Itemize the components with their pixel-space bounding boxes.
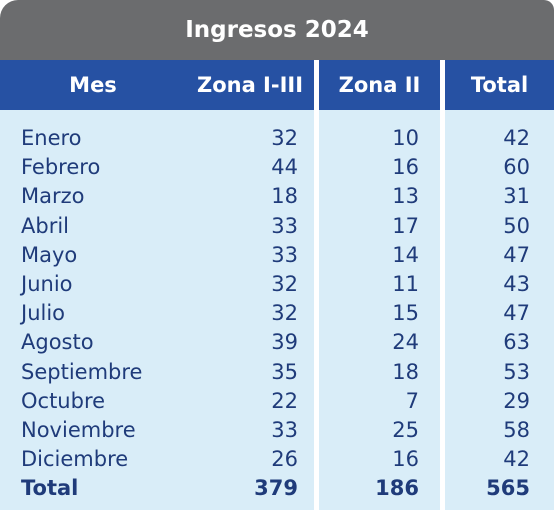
zona-ii-cell: 14	[392, 242, 419, 267]
column-bg-zona-ii	[319, 110, 440, 510]
table-row: Mayo 33 14 47	[0, 241, 554, 270]
table-row: Abril 33 17 50	[0, 212, 554, 241]
zona-ii-cell: 11	[392, 272, 419, 296]
total-cell: 42	[503, 447, 530, 472]
zona-i-iii-cell: 32	[271, 301, 298, 326]
month-cell: Diciembre	[21, 447, 129, 472]
total-cell: 47	[503, 301, 530, 326]
month-cell: Octubre	[21, 388, 106, 413]
month-cell: Abril	[21, 213, 69, 238]
zona-i-iii-cell: 18	[271, 184, 298, 209]
table-row: Diciembre 26 16 42	[0, 445, 554, 474]
table-row: Febrero 44 16 60	[0, 153, 554, 182]
header-mes: Mes	[0, 60, 186, 110]
zona-i-iii-cell: 44	[271, 155, 298, 180]
total-cell: 31	[503, 184, 530, 209]
zona-i-iii-cell: 33	[271, 213, 298, 238]
totals-row: Total 379 186 565	[0, 474, 554, 503]
month-cell: Marzo	[21, 184, 85, 209]
month-cell: Mayo	[21, 242, 78, 267]
month-cell: Febrero	[21, 155, 101, 180]
zona-i-iii-cell: 26	[271, 447, 298, 472]
total-zona-i-iii-cell: 379	[254, 476, 298, 501]
table-row: Octubre 22 7 29	[0, 387, 554, 416]
total-total-cell: 565	[486, 476, 530, 501]
zona-ii-cell: 24	[392, 330, 419, 355]
column-bg-mes	[0, 110, 186, 510]
column-bg-total	[445, 110, 554, 510]
table-row: Noviembre 33 25 58	[0, 416, 554, 445]
table-row: Septiembre 35 18 53	[0, 358, 554, 387]
total-cell: 50	[503, 213, 530, 238]
zona-ii-cell: 17	[392, 213, 419, 238]
total-cell: 42	[503, 126, 530, 150]
zona-i-iii-cell: 32	[271, 126, 298, 150]
zona-ii-cell: 7	[405, 388, 419, 413]
zona-ii-cell: 10	[392, 126, 419, 150]
month-cell: Septiembre	[21, 359, 143, 384]
month-cell: Junio	[21, 272, 73, 296]
total-cell: 29	[503, 388, 530, 413]
total-cell: 53	[503, 359, 530, 384]
column-divider	[314, 60, 319, 515]
header-zona-i-iii: Zona I-III	[186, 60, 314, 110]
table-title: Ingresos 2024	[0, 0, 554, 60]
month-cell: Agosto	[21, 330, 94, 355]
table-row: Marzo 18 13 31	[0, 182, 554, 211]
zona-ii-cell: 13	[392, 184, 419, 209]
column-bg-zona-i-iii	[186, 110, 314, 510]
total-zona-ii-cell: 186	[375, 476, 419, 501]
total-cell: 60	[503, 155, 530, 180]
zona-i-iii-cell: 22	[271, 388, 298, 413]
zona-ii-cell: 16	[392, 447, 419, 472]
table-row: Junio 32 11 43	[0, 270, 554, 299]
column-divider	[440, 60, 445, 515]
zona-i-iii-cell: 33	[271, 418, 298, 442]
table-row: Enero 32 10 42	[0, 124, 554, 153]
header-total: Total	[445, 60, 554, 110]
zona-ii-cell: 18	[392, 359, 419, 384]
month-cell: Noviembre	[21, 418, 136, 442]
zona-ii-cell: 16	[392, 155, 419, 180]
total-cell: 43	[503, 272, 530, 296]
total-month-cell: Total	[21, 476, 79, 501]
zona-i-iii-cell: 39	[271, 330, 298, 355]
zona-ii-cell: 15	[392, 301, 419, 326]
table-row: Agosto 39 24 63	[0, 328, 554, 357]
month-cell: Julio	[21, 301, 66, 326]
total-cell: 47	[503, 242, 530, 267]
total-cell: 58	[503, 418, 530, 442]
zona-i-iii-cell: 32	[271, 272, 298, 296]
total-cell: 63	[503, 330, 530, 355]
zona-i-iii-cell: 35	[271, 359, 298, 384]
header-zona-ii: Zona II	[319, 60, 440, 110]
header-row: Mes Zona I-III Zona II Total	[0, 60, 554, 110]
zona-i-iii-cell: 33	[271, 242, 298, 267]
month-cell: Enero	[21, 126, 82, 150]
table-row: Julio 32 15 47	[0, 299, 554, 328]
zona-ii-cell: 25	[392, 418, 419, 442]
